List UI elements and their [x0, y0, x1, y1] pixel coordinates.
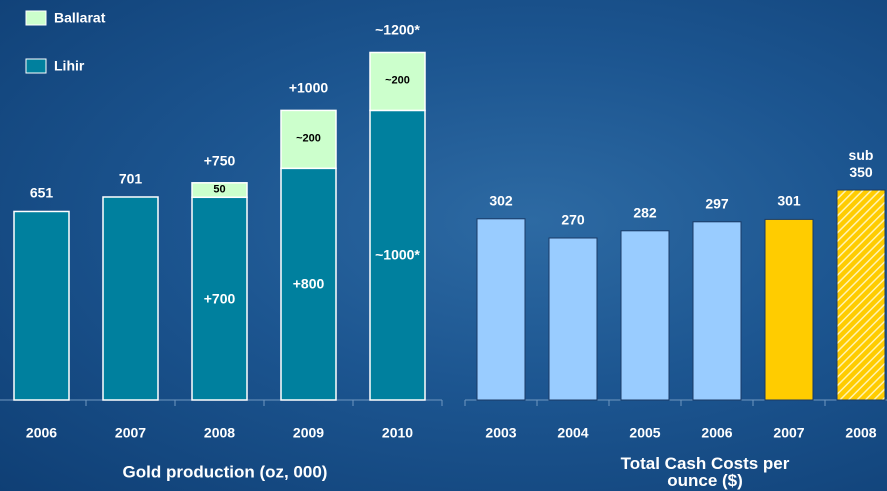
total-label: ~1200*	[375, 21, 420, 38]
value-label: 282	[633, 204, 657, 221]
chart-title: Gold production (oz, 000)	[122, 462, 328, 482]
value-label: sub 350	[848, 147, 874, 180]
segment-label: +700	[203, 290, 236, 307]
bar	[620, 230, 670, 401]
value-label: 270	[561, 211, 585, 228]
x-tick-label: 2007	[773, 424, 805, 441]
bar	[548, 237, 598, 401]
bar	[692, 221, 742, 401]
bar-segment	[369, 51, 426, 112]
bar	[764, 218, 814, 401]
segment-label: ~1000*	[375, 246, 420, 263]
x-tick-label: 2008	[845, 424, 877, 441]
value-label: 302	[489, 192, 513, 209]
x-tick-label: 2003	[485, 424, 517, 441]
segment-label-small: 50	[213, 183, 226, 196]
bar-segment	[13, 210, 70, 401]
segment-label-small: ~200	[385, 74, 410, 87]
bar	[836, 189, 886, 401]
bar-segment	[191, 182, 248, 199]
value-label: 301	[777, 192, 801, 209]
bar-segment	[280, 167, 337, 401]
legend-swatch	[25, 58, 47, 74]
x-tick-label: 2006	[701, 424, 733, 441]
x-tick-label: 2004	[557, 424, 589, 441]
legend-swatch	[25, 10, 47, 26]
legend-label: Ballarat	[54, 9, 106, 26]
value-label: 651	[29, 184, 54, 201]
value-label: 701	[118, 170, 143, 187]
x-tick-label: 2005	[629, 424, 661, 441]
bar-segment	[102, 196, 159, 401]
x-tick-label: 2010	[381, 424, 414, 441]
segment-label-small: ~200	[296, 132, 321, 145]
bar-segment	[191, 196, 248, 401]
legend-label: Lihir	[54, 57, 85, 74]
total-label: +1000	[288, 79, 329, 96]
bar-segment	[280, 109, 337, 170]
x-tick-label: 2009	[292, 424, 325, 441]
x-tick-label: 2008	[203, 424, 236, 441]
bar	[476, 218, 526, 401]
x-tick-label: 2006	[25, 424, 58, 441]
bar-segment	[369, 109, 426, 401]
value-label: 297	[705, 195, 729, 212]
segment-label: +800	[292, 275, 325, 292]
chart-title: Total Cash Costs per ounce ($)	[620, 454, 790, 490]
x-tick-label: 2007	[114, 424, 147, 441]
total-label: +750	[203, 152, 236, 169]
